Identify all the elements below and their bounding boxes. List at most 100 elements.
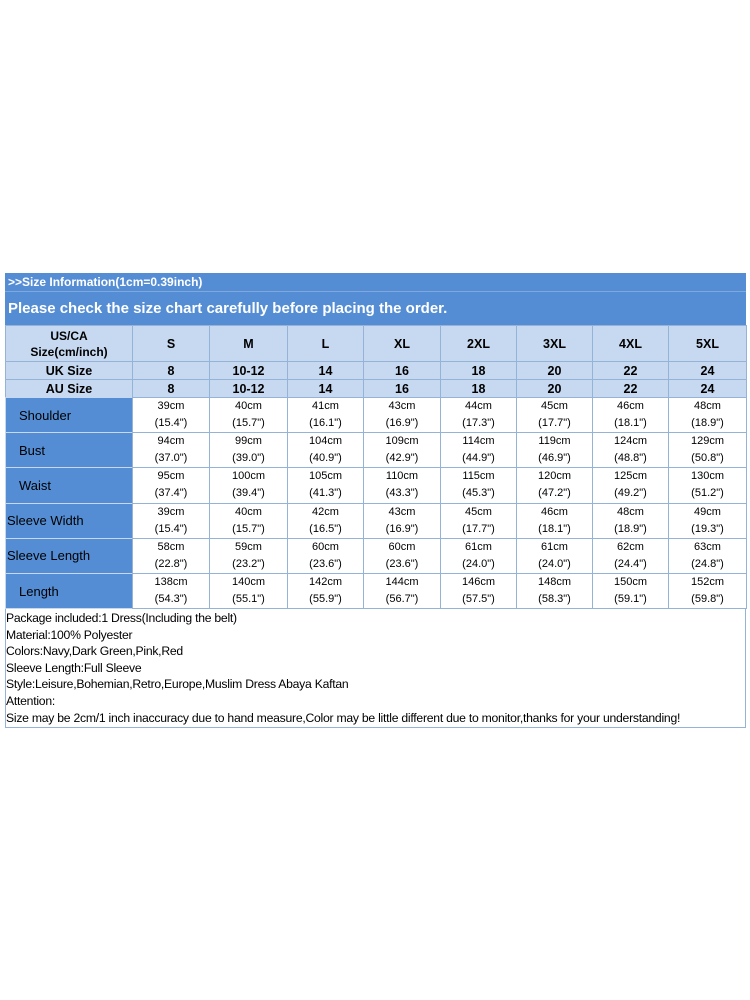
size-cell: 40cm (15.7") <box>209 397 288 434</box>
cm-value: 41cm <box>312 400 339 413</box>
cm-value: 49cm <box>694 505 721 518</box>
inch-value: (57.5") <box>462 593 495 606</box>
note-line: Material:100% Polyester <box>6 627 133 642</box>
header-cell: 8 <box>132 379 210 398</box>
header-cell: UK Size <box>5 361 133 380</box>
inch-value: (15.7") <box>232 522 265 535</box>
cm-value: 39cm <box>157 505 185 518</box>
size-cell: 109cm (42.9") <box>363 432 441 469</box>
row-label: Length <box>5 573 133 610</box>
cm-value: 46cm <box>617 400 644 413</box>
cm-value: 43cm <box>388 505 416 518</box>
size-cell: 44cm (17.3") <box>440 397 517 434</box>
cm-value: 114cm <box>462 435 495 448</box>
cm-value: 45cm <box>465 505 492 518</box>
cm-value: 142cm <box>308 576 343 589</box>
cm-value: 60cm <box>312 540 339 553</box>
header-cell: 5XL <box>668 325 747 362</box>
cm-value: 115cm <box>462 470 495 483</box>
info-bar: >>Size Information(1cm=0.39inch) <box>5 273 746 291</box>
inch-value: (18.9") <box>691 417 724 430</box>
inch-value: (46.9") <box>538 452 571 465</box>
size-cell: 39cm (15.4") <box>132 397 210 434</box>
cm-value: 110cm <box>385 470 419 483</box>
cm-value: 94cm <box>157 435 185 448</box>
size-cell: 110cm (43.3") <box>363 467 441 504</box>
size-cell: 39cm (15.4") <box>132 502 210 539</box>
inch-value: (39.4") <box>232 487 265 500</box>
inch-value: (59.8") <box>691 593 724 606</box>
size-cell: 45cm (17.7") <box>440 502 517 539</box>
header-cell: XL <box>363 325 441 362</box>
note-line: Size may be 2cm/1 inch inaccuracy due to… <box>6 710 681 725</box>
note-line: Sleeve Length:Full Sleeve <box>6 660 142 675</box>
size-cell: 48cm (18.9") <box>668 397 747 434</box>
header-cell: 24 <box>668 379 747 398</box>
size-cell: 146cm (57.5") <box>440 573 517 610</box>
size-cell: 119cm (46.9") <box>516 432 593 469</box>
row-label: Bust <box>5 432 133 469</box>
size-cell: 95cm (37.4") <box>132 467 210 504</box>
cm-value: 60cm <box>388 540 416 553</box>
inch-value: (48.8") <box>614 452 647 465</box>
inch-value: (44.9") <box>462 452 495 465</box>
cm-value: 124cm <box>613 435 648 448</box>
row-label: Sleeve Width <box>5 502 133 539</box>
inch-value: (16.9") <box>385 417 419 430</box>
inch-value: (24.0") <box>538 557 571 570</box>
inch-value: (23.6") <box>309 557 342 570</box>
inch-value: (37.4") <box>154 487 188 500</box>
inch-value: (43.3") <box>385 487 419 500</box>
size-cell: 152cm (59.8") <box>668 573 747 610</box>
header-cell: 16 <box>363 379 441 398</box>
size-cell: 138cm (54.3") <box>132 573 210 610</box>
size-cell: 120cm (47.2") <box>516 467 593 504</box>
cm-value: 48cm <box>617 505 644 518</box>
inch-value: (16.1") <box>309 417 342 430</box>
inch-value: (49.2") <box>614 487 647 500</box>
inch-value: (39.0") <box>232 452 265 465</box>
inch-value: (15.4") <box>154 417 188 430</box>
header-cell: 24 <box>668 361 747 380</box>
inch-value: (17.7") <box>462 522 495 535</box>
cm-value: 109cm <box>385 435 419 448</box>
inch-value: (54.3") <box>154 593 188 606</box>
inch-value: (45.3") <box>462 487 495 500</box>
inch-value: (18.1") <box>614 417 647 430</box>
header-cell: S <box>132 325 210 362</box>
size-cell: 125cm (49.2") <box>592 467 669 504</box>
cm-value: 42cm <box>312 505 339 518</box>
notice-bar: Please check the size chart carefully be… <box>5 291 746 325</box>
size-cell: 124cm (48.8") <box>592 432 669 469</box>
header-cell: AU Size <box>5 379 133 398</box>
header-cell: 8 <box>132 361 210 380</box>
row-label: Waist <box>5 467 133 504</box>
cm-value: 119cm <box>538 435 571 448</box>
size-cell: 60cm (23.6") <box>287 537 364 574</box>
size-cell: 59cm (23.2") <box>209 537 288 574</box>
header-cell: L <box>287 325 364 362</box>
size-cell: 104cm (40.9") <box>287 432 364 469</box>
note-line: Colors:Navy,Dark Green,Pink,Red <box>6 644 183 659</box>
size-cell: 144cm (56.7") <box>363 573 441 610</box>
size-cell: 63cm (24.8") <box>668 537 747 574</box>
cm-value: 58cm <box>157 540 185 553</box>
inch-value: (40.9") <box>309 452 342 465</box>
cm-value: 45cm <box>541 400 568 413</box>
cm-value: 100cm <box>231 470 266 483</box>
cm-value: 125cm <box>613 470 648 483</box>
cm-value: 40cm <box>235 505 262 518</box>
header-cell: 10-12 <box>209 361 288 380</box>
header-cell: 20 <box>516 379 593 398</box>
inch-value: (55.1") <box>232 593 265 606</box>
note-line: Style:Leisure,Bohemian,Retro,Europe,Musl… <box>6 677 349 692</box>
inch-value: (51.2") <box>691 487 724 500</box>
header-cell: US/CA Size(cm/inch) <box>5 325 133 362</box>
header-cell: 2XL <box>440 325 517 362</box>
cm-value: 61cm <box>541 540 568 553</box>
size-cell: 148cm (58.3") <box>516 573 593 610</box>
inch-value: (18.1") <box>538 522 571 535</box>
size-cell: 42cm (16.5") <box>287 502 364 539</box>
header-cell: 14 <box>287 379 364 398</box>
